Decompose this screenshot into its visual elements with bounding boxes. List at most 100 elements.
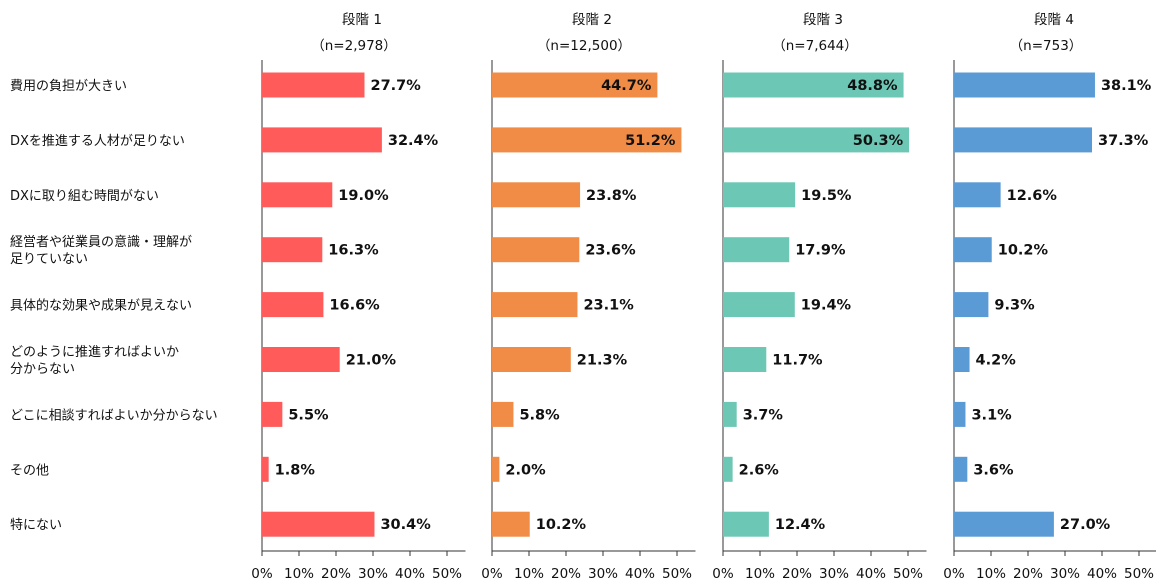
bar [262, 456, 269, 482]
x-tick-label: 50% [1124, 566, 1154, 581]
x-tick-label: 50% [893, 566, 923, 581]
data-label: 3.1% [971, 407, 1012, 423]
data-label: 1.8% [275, 462, 316, 478]
bar [492, 72, 658, 98]
data-label: 3.7% [743, 407, 784, 423]
data-label: 2.0% [505, 462, 546, 478]
bar [492, 401, 514, 427]
x-tick-label: 40% [625, 566, 655, 581]
bar [723, 72, 904, 98]
category-label: 特にない [10, 518, 62, 533]
x-tick-label: 20% [782, 566, 812, 581]
x-tick-label: 10% [745, 566, 775, 581]
x-tick-label: 50% [432, 566, 462, 581]
x-tick-label: 20% [551, 566, 581, 581]
x-tick-label: 20% [1013, 566, 1043, 581]
x-tick-label: 0% [481, 566, 503, 581]
bar [954, 127, 1093, 153]
bar [954, 456, 968, 482]
data-label: 19.0% [338, 188, 389, 204]
series-n-label: （n=2,978） [311, 38, 397, 54]
category-label: どこに相談すればよいか分からない [10, 407, 218, 423]
data-label: 10.2% [998, 243, 1049, 259]
bar [954, 511, 1054, 537]
x-tick-label: 10% [514, 566, 544, 581]
x-tick-label: 30% [819, 566, 849, 581]
data-label: 38.1% [1101, 78, 1152, 94]
x-tick-label: 40% [856, 566, 886, 581]
bar [723, 127, 910, 153]
data-label: 23.8% [586, 188, 637, 204]
bar [262, 401, 283, 427]
x-tick-label: 20% [321, 566, 351, 581]
data-label: 44.7% [601, 78, 652, 94]
x-tick-label: 0% [943, 566, 965, 581]
bar [262, 237, 323, 263]
data-label: 19.4% [801, 298, 852, 314]
x-tick-label: 0% [712, 566, 734, 581]
category-label: DXに取り組む時間がない [10, 189, 159, 204]
data-label: 17.9% [795, 243, 846, 259]
category-label: 経営者や従業員の意識・理解が [10, 234, 192, 250]
category-label: その他 [10, 463, 49, 478]
category-label: どのように推進すればよいか [10, 345, 179, 360]
series-title: 段階 1 [342, 12, 382, 28]
series-title: 段階 4 [1034, 12, 1074, 28]
bar [723, 347, 767, 372]
bar [723, 292, 795, 318]
bar [954, 72, 1095, 98]
data-label: 16.3% [328, 243, 379, 259]
bar [262, 347, 340, 372]
data-label: 19.5% [801, 188, 852, 204]
x-tick-label: 40% [395, 566, 425, 581]
category-label: DXを推進する人材が足りない [10, 134, 185, 149]
data-label: 27.7% [370, 78, 421, 94]
bar [723, 182, 796, 208]
bar [723, 401, 737, 427]
bar [262, 511, 375, 537]
bar [262, 182, 333, 208]
category-label: 分からない [10, 362, 75, 377]
bar [954, 182, 1001, 208]
bar [954, 401, 966, 427]
x-tick-label: 10% [976, 566, 1006, 581]
data-label: 48.8% [847, 78, 898, 94]
bar [492, 182, 581, 208]
data-label: 21.0% [346, 353, 397, 369]
bar [723, 511, 769, 537]
bar [954, 292, 989, 318]
category-label: 足りていない [10, 252, 88, 267]
bar [492, 347, 571, 372]
series-n-label: （n=7,644） [772, 38, 858, 54]
data-label: 30.4% [380, 517, 431, 533]
bar [262, 292, 324, 318]
data-label: 2.6% [739, 462, 780, 478]
data-label: 23.6% [585, 243, 636, 259]
x-tick-label: 30% [358, 566, 388, 581]
data-label: 11.7% [772, 353, 823, 369]
bar [492, 456, 500, 482]
data-label: 3.6% [973, 462, 1014, 478]
category-label: 具体的な効果や成果が見えない [10, 298, 192, 314]
data-label: 16.6% [329, 298, 380, 314]
data-label: 37.3% [1098, 133, 1149, 149]
data-label: 5.8% [519, 407, 560, 423]
x-tick-label: 0% [251, 566, 273, 581]
bar [492, 127, 682, 153]
category-label: 費用の負担が大きい [10, 79, 127, 94]
bar [262, 127, 382, 153]
data-label: 51.2% [625, 133, 676, 149]
data-label: 10.2% [536, 517, 587, 533]
data-label: 23.1% [583, 298, 634, 314]
bar [492, 237, 580, 263]
series-title: 段階 2 [572, 12, 612, 28]
series-title: 段階 3 [803, 12, 843, 28]
data-label: 50.3% [853, 133, 904, 149]
data-label: 9.3% [994, 298, 1035, 314]
bar [492, 292, 578, 318]
x-tick-label: 30% [588, 566, 618, 581]
data-label: 12.6% [1007, 188, 1058, 204]
data-label: 5.5% [288, 407, 329, 423]
data-label: 27.0% [1060, 517, 1111, 533]
bar [262, 72, 365, 98]
